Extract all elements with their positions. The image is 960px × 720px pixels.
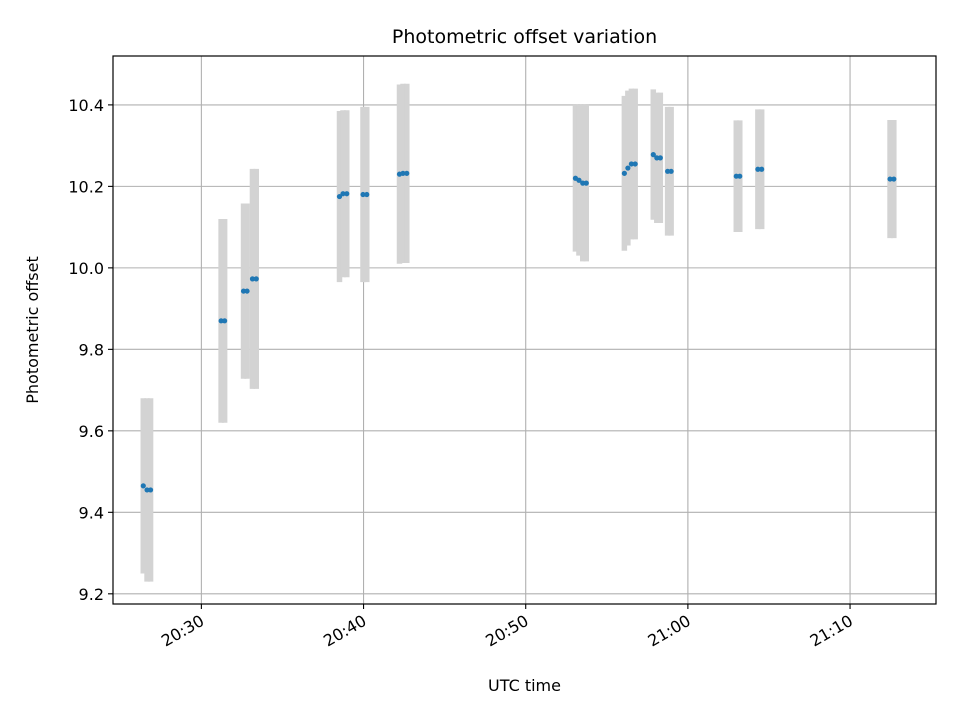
y-tick-label: 9.6 [79, 422, 104, 441]
plot-area-frame [112, 55, 937, 605]
chart-title: Photometric offset variation [392, 26, 657, 48]
y-tick-label: 9.2 [79, 585, 104, 604]
data-point [891, 176, 897, 182]
data-point [253, 276, 259, 282]
data-point [755, 166, 761, 172]
data-point [249, 276, 256, 282]
data-point [668, 168, 674, 174]
data-point [400, 170, 406, 176]
y-axis-title: Photometric offset [23, 256, 42, 404]
data-point [360, 191, 366, 198]
data-point [887, 176, 893, 182]
y-tick-label: 9.8 [79, 340, 104, 359]
data-point [576, 177, 582, 183]
y-tick-label: 10.2 [68, 177, 104, 196]
data-point [340, 191, 346, 197]
data-point [657, 155, 663, 161]
ticks [108, 104, 851, 609]
data-point [222, 318, 228, 324]
y-tick-label: 10.0 [68, 259, 104, 278]
y-tick-label: 10.4 [68, 96, 104, 115]
data-point [404, 170, 410, 176]
data-point [583, 180, 589, 186]
data-point [244, 288, 250, 294]
data-point [147, 487, 154, 493]
data-point [625, 165, 631, 171]
data-point [737, 173, 743, 179]
data-markers [140, 151, 897, 493]
data-point [364, 191, 370, 198]
data-point [344, 191, 350, 197]
data-point [759, 166, 765, 172]
data-point [628, 161, 634, 167]
y-tick-label: 9.4 [79, 503, 104, 522]
data-point [140, 483, 146, 489]
data-point [632, 161, 638, 167]
x-axis-title: UTC time [488, 676, 561, 695]
data-point [336, 193, 343, 200]
data-point [650, 151, 656, 158]
data-point [621, 170, 627, 176]
